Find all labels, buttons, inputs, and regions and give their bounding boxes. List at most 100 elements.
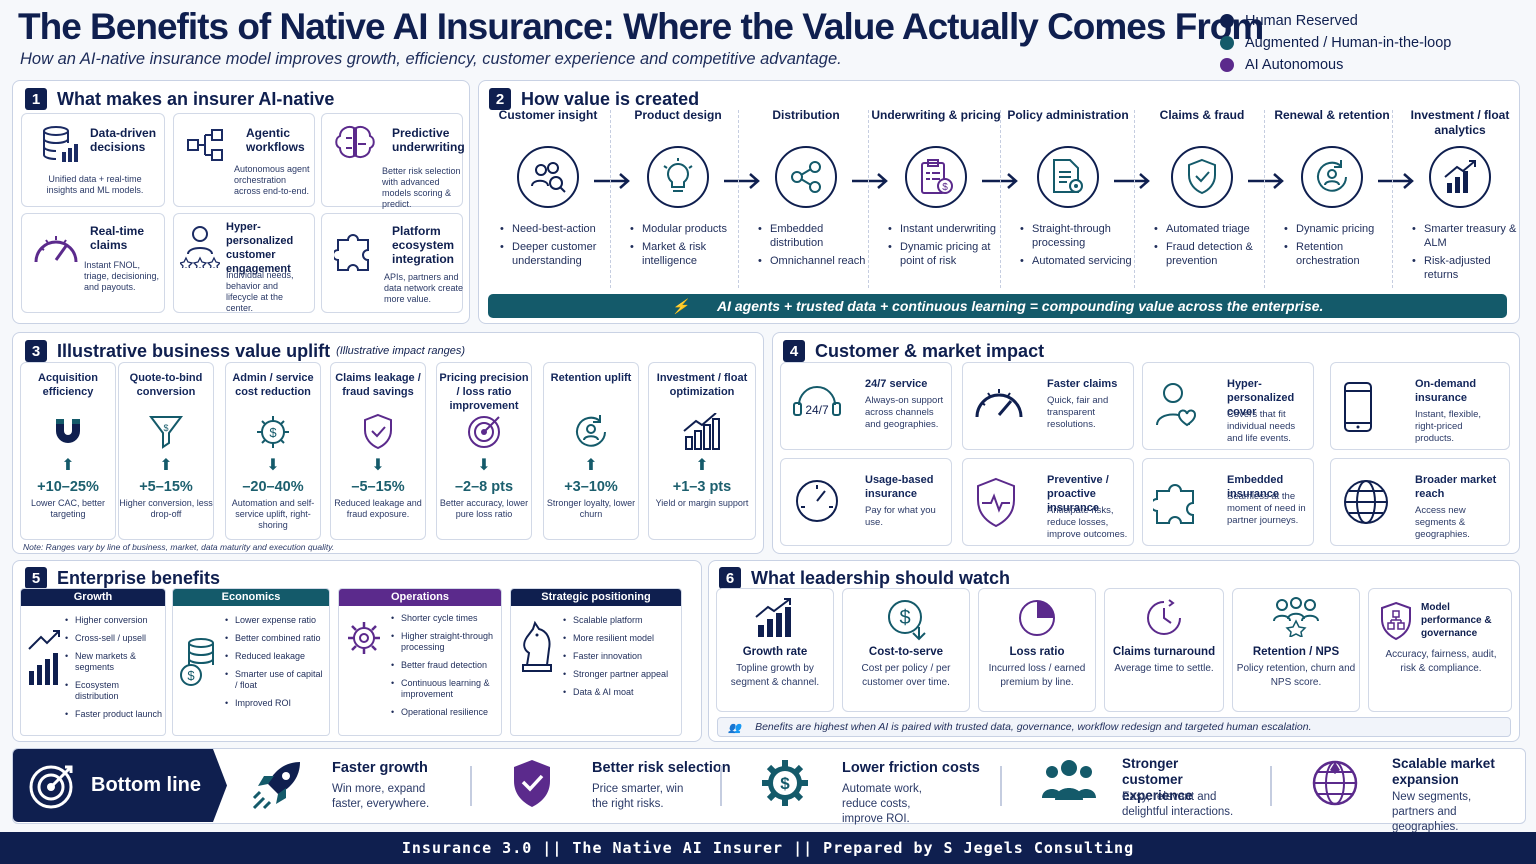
dollar-cycle-icon: $ [888,600,926,641]
lightning-icon: ⚡ [671,297,689,314]
globe-expansion-icon [1312,760,1358,806]
value-stage: Distribution Embedded distribution Omnicha… [740,108,872,272]
metric-desc: Higher conversion, less drop-off [119,498,213,519]
stage-title: Policy administration [1007,108,1129,122]
card-title: Agentic workflows [246,126,305,154]
card-agentic: Agentic workflows Autonomous agent orche… [173,113,315,207]
stage-divider [738,110,739,288]
impact-icon-wrap [973,381,1025,426]
impact-title: Usage-based insurance [865,474,934,500]
stage-title: Product design [634,108,722,122]
impact-card: Faster claims Quick, fair and transparent… [962,362,1134,450]
leadership-desc: Topline growth by segment & channel. [730,663,820,688]
leadership-title: Cost-to-serve [868,646,944,658]
card-predictive: Predictive underwriting Better risk sele… [321,113,465,209]
target-icon [29,765,73,808]
lightbulb-icon [663,158,693,192]
customer-icon [180,226,220,268]
section-header: 2 How value is created [489,88,699,110]
benefit-item: Faster innovation [563,651,679,662]
arrow-right-icon [1378,171,1416,191]
benefit-column: Operations Shorter cycle times Higher stra… [338,588,502,736]
metric-desc: Yield or margin support [655,498,749,508]
benefit-item: Lower expense ratio [225,615,327,626]
bottom-line-item: Faster growth Win more, expand faster, ev… [240,750,440,823]
metric-value: +10–25% [37,479,99,495]
pie-chart-icon [1019,600,1055,636]
brain-icon [335,126,375,158]
impact-icon-wrap [1153,381,1199,436]
svg-text:$: $ [187,668,195,683]
metric-value: +1–3 pts [672,479,732,495]
leadership-desc: Accuracy, fairness, audit, risk & compli… [1385,649,1497,674]
benefit-item: More resilient model [563,633,679,644]
benefit-item: Smarter use of capital / float [225,669,327,691]
bottom-line-title: Bottom line [91,774,201,796]
legend-item: Human Reserved [1220,10,1451,32]
bottom-divider [470,766,472,806]
metric-desc: Stronger loyalty, lower churn [546,498,636,519]
bottom-divider [720,766,722,806]
card-hyper-personalized: Hyper-personalized customer engagement I… [173,213,315,313]
stage-bullet: Deeper customer understanding [500,240,614,268]
banner-text: AI agents + trusted data + continuous le… [717,298,1324,314]
value-stage: Investment / float analytics Smarter trea… [1394,108,1526,286]
metric-value: –5–15% [351,479,405,495]
value-metric: Quote-to-bind conversion $ ⬆ +5–15% Higher c… [118,362,214,540]
stage-title: Claims & fraud [1159,108,1245,122]
section-title: Customer & market impact [815,340,1045,361]
chess-knight-icon [522,620,552,672]
svg-text:$: $ [269,425,277,440]
stage-bullet: Retention orchestration [1284,240,1398,268]
clipboard-icon: $ [921,159,953,194]
leadership-card: $ Cost-to-serve Cost per policy / per cust… [842,588,970,712]
benefit-list: Shorter cycle times Higher straight-throu… [391,613,499,725]
note-text: Benefits are highest when AI is paired w… [755,721,1312,733]
metric-desc: Better accuracy, lower pure loss ratio [439,498,529,519]
stage-bullet: Dynamic pricing [1284,222,1398,236]
value-metric: Admin / service cost reduction $ ⬇ –20–40% A… [225,362,321,540]
metric-desc: Automation and self-service uplift, righ… [231,498,315,530]
bottom-icon-wrap [510,758,554,815]
metric-title: Retention uplift [550,372,632,384]
gear-dollar-icon: $ [257,416,289,448]
bottom-item-title: Scalable market expansion [1392,756,1495,787]
section-title: How value is created [521,88,700,109]
impact-title: On-demand insurance [1415,378,1477,404]
card-desc: APIs, partners and data network create m… [384,272,464,304]
stage-bullet: Smarter treasury & ALM [1412,222,1526,250]
bottom-line-item: $ Lower friction costs Automate work, redu… [750,750,980,825]
benefit-item: Better fraud detection [391,660,499,671]
impact-card: Preventive / proactive insurance Anticipa… [962,458,1134,546]
benefit-item: Faster product launch [65,709,163,720]
benefit-item: Better combined ratio [225,633,327,644]
bottom-icon-wrap [1310,758,1360,813]
metric-desc: Reduced leakage and fraud exposure. [334,498,422,519]
section-title: What makes an insurer AI-native [57,88,335,109]
dial-icon [796,480,838,522]
impact-desc: Quick, fair and transparent resolutions. [1047,395,1109,430]
stage-bullets: Embedded distribution Omnichannel reach [758,222,872,268]
impact-card: Embedded insurance Seamless at the moment… [1142,458,1314,546]
leadership-title: Model performance & governance [1421,602,1492,639]
card-desc: Unified data + real-time insights and ML… [46,174,144,195]
gear-icon [348,622,380,654]
section-title: What leadership should watch [751,567,1011,588]
leadership-card: Retention / NPS Policy retention, churn a… [1232,588,1360,712]
database-icon [43,126,78,162]
section-header: 1 What makes an insurer AI-native [25,88,334,110]
arrow-right-icon [982,171,1020,191]
metric-title: Investment / float optimization [656,372,748,398]
legend-item: AI Autonomous [1220,54,1451,76]
stage-icon-circle [1171,146,1233,208]
stage-bullets: Need-best-action Deeper customer understa… [500,222,614,268]
card-desc: Individual needs, behavior and lifecycle… [226,270,294,313]
stage-bullet: Instant underwriting [888,222,1002,236]
funnel-icon: $ [149,416,183,449]
section-number: 1 [25,88,47,110]
arrow-right-icon [1114,171,1152,191]
leadership-card: Loss ratio Incurred loss / earned premium… [978,588,1096,712]
bottom-item-title: Lower friction costs [842,760,980,776]
legend-dot-icon [1220,36,1234,50]
svg-text:$: $ [163,423,168,433]
